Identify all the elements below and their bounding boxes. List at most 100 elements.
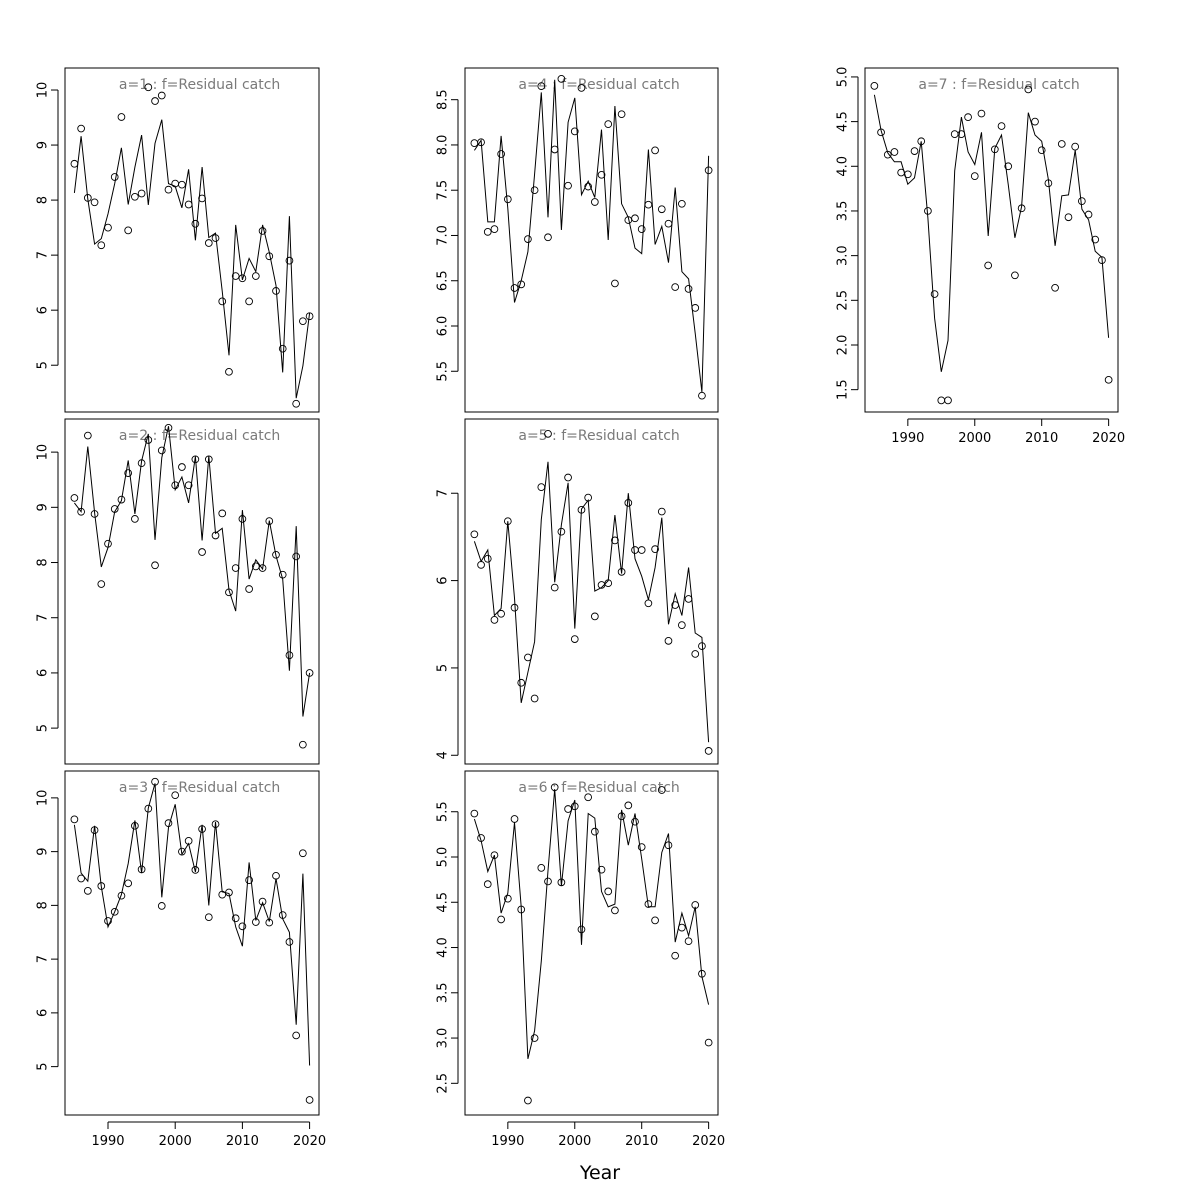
- data-point: [691, 901, 700, 909]
- data-point: [245, 585, 253, 593]
- data-point: [265, 517, 274, 525]
- y-axis: 5 6 7 8 9 10: [36, 82, 59, 369]
- y-tick-label: 5.5: [436, 361, 451, 382]
- data-point: [198, 194, 206, 203]
- data-point: [144, 436, 153, 444]
- y-tick-label: 5: [436, 664, 451, 672]
- data-point: [131, 192, 139, 201]
- y-tick-label: 9: [36, 847, 51, 855]
- y-tick-label: 4.5: [836, 111, 851, 132]
- panel-title: a=5 : f=Residual catch: [518, 428, 679, 444]
- data-point: [691, 304, 700, 312]
- data-point: [497, 150, 505, 158]
- x-tick-label: 1990: [491, 1134, 524, 1149]
- data-point: [490, 851, 499, 860]
- panel-3: a=3 : f=Residual catch 5 6 7 8 9 10 1990 2000 201…: [36, 770, 326, 1149]
- data-point: [883, 150, 892, 159]
- data-point: [910, 147, 919, 155]
- data-point: [631, 546, 639, 554]
- y-axis: 1.5 2.0 2.5 3.0 3.5 4.0 4.5 5.0: [836, 67, 859, 400]
- data-point: [503, 195, 512, 204]
- data-point: [171, 791, 180, 800]
- data-point: [530, 186, 539, 195]
- data-point: [151, 777, 159, 786]
- data-point: [225, 888, 233, 897]
- plot-frame: [464, 418, 719, 765]
- data-point: [631, 817, 639, 826]
- data-point: [83, 431, 92, 440]
- y-tick-label: 8: [36, 558, 51, 566]
- data-point: [258, 564, 267, 572]
- data-point: [483, 880, 492, 889]
- panel-title: a=7 : f=Residual catch: [918, 77, 1079, 93]
- data-point: [577, 925, 586, 934]
- data-point: [164, 423, 173, 432]
- data-point: [278, 344, 287, 353]
- data-point: [584, 182, 593, 191]
- data-point: [651, 146, 659, 155]
- data-point: [1051, 283, 1059, 292]
- data-point: [657, 507, 666, 516]
- data-point: [258, 897, 267, 906]
- data-point: [238, 922, 247, 931]
- data-point: [231, 914, 240, 923]
- data-point: [997, 122, 1006, 130]
- x-tick-label: 2000: [558, 1134, 591, 1149]
- data-point: [265, 918, 274, 927]
- y-tick-label: 5.0: [436, 847, 451, 868]
- y-tick-label: 3.5: [436, 982, 451, 1003]
- data-point: [970, 172, 979, 180]
- data-point: [510, 815, 519, 823]
- data-point: [278, 911, 287, 919]
- x-tick-label: 2000: [958, 431, 991, 446]
- data-point: [299, 849, 307, 858]
- data-point: [671, 283, 680, 291]
- data-point: [517, 678, 526, 687]
- data-point: [151, 561, 159, 570]
- data-point: [637, 843, 646, 851]
- data-point: [1057, 140, 1066, 148]
- data-point: [285, 256, 294, 265]
- data-point: [678, 199, 686, 208]
- plot-frame: [864, 67, 1119, 413]
- panel-2: a=2 : f=Residual catch 5 6 7 8 9 10: [36, 418, 320, 765]
- data-point: [564, 181, 572, 190]
- data-point: [1024, 85, 1033, 94]
- x-tick-label: 2020: [1092, 431, 1125, 446]
- observed-points: [470, 429, 713, 755]
- data-point: [137, 865, 146, 874]
- data-point: [251, 272, 260, 280]
- data-point: [530, 1034, 539, 1042]
- data-point: [698, 391, 706, 400]
- data-point: [272, 871, 280, 880]
- data-point: [124, 226, 133, 235]
- data-point: [70, 815, 79, 824]
- data-point: [292, 399, 301, 408]
- data-point: [678, 923, 686, 932]
- observed-points: [470, 783, 713, 1105]
- data-point: [124, 879, 133, 888]
- plot-frame: [64, 418, 320, 765]
- data-point: [651, 916, 659, 925]
- data-point: [530, 694, 539, 703]
- observed-points: [70, 423, 314, 749]
- y-tick-label: 7.5: [436, 180, 451, 201]
- data-point: [164, 819, 173, 827]
- data-point: [110, 907, 119, 916]
- data-point: [238, 274, 247, 283]
- data-point: [292, 1031, 301, 1040]
- data-point: [1078, 197, 1086, 205]
- plot-frame: [64, 770, 320, 1116]
- data-point: [564, 805, 572, 813]
- data-point: [637, 225, 646, 233]
- data-point: [104, 917, 112, 925]
- x-tick-label: 1990: [91, 1134, 124, 1149]
- x-axis: 1990 2000 2010 2020: [91, 1121, 326, 1149]
- y-tick-label: 4.0: [436, 937, 451, 958]
- data-point: [657, 205, 666, 214]
- data-point: [191, 219, 200, 228]
- data-point: [83, 194, 92, 202]
- y-tick-label: 10: [36, 82, 51, 99]
- data-point: [299, 740, 307, 749]
